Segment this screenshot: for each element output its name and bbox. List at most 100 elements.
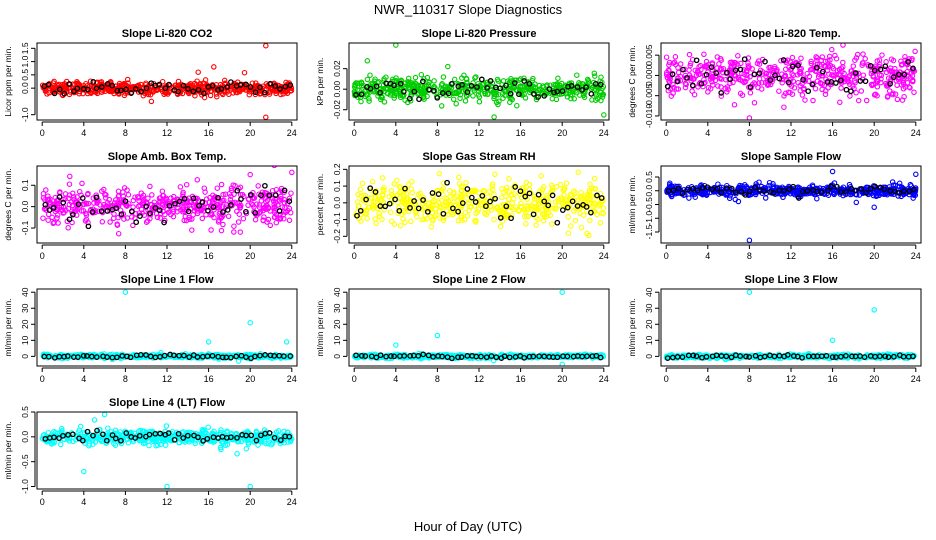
- data-point-hourly: [137, 213, 143, 219]
- y-tick-label: -0.02: [332, 100, 342, 120]
- data-point: [778, 191, 785, 198]
- data-point: [281, 196, 287, 203]
- data-point: [355, 203, 362, 210]
- data-point-hourly: [503, 203, 510, 210]
- data-point: [731, 59, 738, 66]
- data-point: [686, 51, 693, 58]
- data-point-hourly: [60, 199, 67, 206]
- data-point-hourly: [549, 192, 556, 199]
- y-tick-label: -0.010: [644, 104, 654, 128]
- data-point: [260, 205, 267, 211]
- panel-ylabel: degrees C per min.: [3, 168, 13, 240]
- data-point: [436, 199, 442, 206]
- data-point: [863, 97, 870, 104]
- data-point-hourly: [224, 84, 231, 90]
- x-tick-label: 24: [599, 128, 609, 138]
- data-point-hourly: [391, 353, 397, 360]
- data-point: [533, 222, 539, 228]
- panel-title: Slope Li-820 Temp.: [741, 28, 840, 40]
- data-point: [121, 216, 127, 222]
- data-point-hourly: [703, 71, 710, 78]
- x-tick-label: 16: [516, 251, 526, 261]
- data-point-hourly: [689, 82, 696, 89]
- data-point: [235, 219, 242, 225]
- data-point: [372, 216, 378, 222]
- data-point: [115, 188, 122, 195]
- data-point: [755, 80, 762, 86]
- data-point: [115, 230, 122, 237]
- data-point-hourly: [98, 208, 105, 214]
- x-axis: 0 4 8 12 16 20 24: [352, 121, 609, 138]
- data-point: [149, 192, 155, 198]
- panel-ylabel: Licor ppm per min.: [3, 46, 13, 116]
- y-tick-label: 30: [332, 303, 342, 313]
- data-point: [273, 219, 280, 226]
- x-tick-label: 4: [393, 251, 398, 261]
- data-point: [456, 174, 462, 181]
- data-point-hourly: [564, 204, 571, 211]
- data-point: [868, 70, 875, 77]
- x-tick-label: 16: [516, 374, 526, 384]
- data-point-hourly: [287, 82, 294, 89]
- data-point: [167, 211, 174, 218]
- x-tick-label: 12: [162, 251, 172, 261]
- data-point: [829, 46, 835, 53]
- plot-frame: [348, 42, 610, 121]
- data-point: [400, 207, 406, 214]
- data-point: [226, 191, 233, 197]
- data-point-hourly: [74, 85, 81, 92]
- data-point: [378, 96, 384, 103]
- data-point: [443, 208, 450, 214]
- data-point: [220, 191, 226, 198]
- data-point-hourly: [694, 187, 701, 194]
- data-point: [473, 74, 479, 80]
- data-point: [144, 218, 151, 224]
- data-point: [724, 89, 730, 95]
- data-point: [808, 60, 815, 67]
- data-point: [895, 193, 901, 199]
- data-point: [54, 212, 61, 218]
- data-point: [585, 78, 592, 84]
- data-point: [440, 180, 447, 186]
- data-point: [763, 70, 770, 77]
- data-point: [808, 58, 814, 65]
- data-point-hourly: [756, 70, 763, 77]
- data-point: [409, 189, 415, 196]
- data-point: [518, 83, 524, 89]
- data-point: [747, 90, 754, 96]
- data-point-hourly: [93, 194, 100, 201]
- data-point: [419, 206, 425, 213]
- data-point: [707, 85, 714, 92]
- data-point: [807, 124, 811, 128]
- data-point-hourly: [377, 352, 384, 359]
- data-point: [225, 213, 232, 220]
- data-point: [675, 69, 682, 76]
- data-point: [715, 83, 721, 89]
- data-point: [232, 199, 238, 206]
- data-point: [485, 194, 491, 200]
- data-point: [130, 222, 136, 229]
- data-point: [84, 191, 91, 198]
- data-point-hourly: [128, 90, 135, 96]
- y-tick-label: -1.5: [644, 224, 654, 239]
- data-point-hourly: [709, 186, 715, 193]
- data-point: [231, 223, 237, 229]
- x-tick-label: 8: [123, 251, 128, 261]
- data-point: [734, 61, 740, 67]
- data-points: [351, 43, 607, 120]
- data-point: [754, 60, 761, 67]
- data-point-hourly: [862, 78, 869, 85]
- data-point: [735, 53, 741, 59]
- data-point-hourly: [373, 354, 380, 361]
- data-point: [370, 198, 376, 205]
- data-point: [51, 219, 57, 226]
- data-point: [428, 213, 434, 220]
- data-point: [446, 187, 453, 194]
- data-point: [726, 186, 732, 192]
- data-point-hourly: [546, 86, 553, 92]
- data-point: [565, 230, 572, 236]
- data-point-hourly: [738, 188, 745, 195]
- data-point-hourly: [132, 86, 139, 92]
- data-points: [39, 43, 295, 120]
- data-point-hourly: [439, 90, 446, 96]
